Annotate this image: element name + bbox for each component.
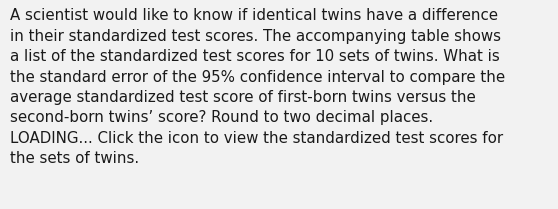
Text: A scientist would like to know if identical twins have a difference
in their sta: A scientist would like to know if identi… xyxy=(10,8,505,166)
